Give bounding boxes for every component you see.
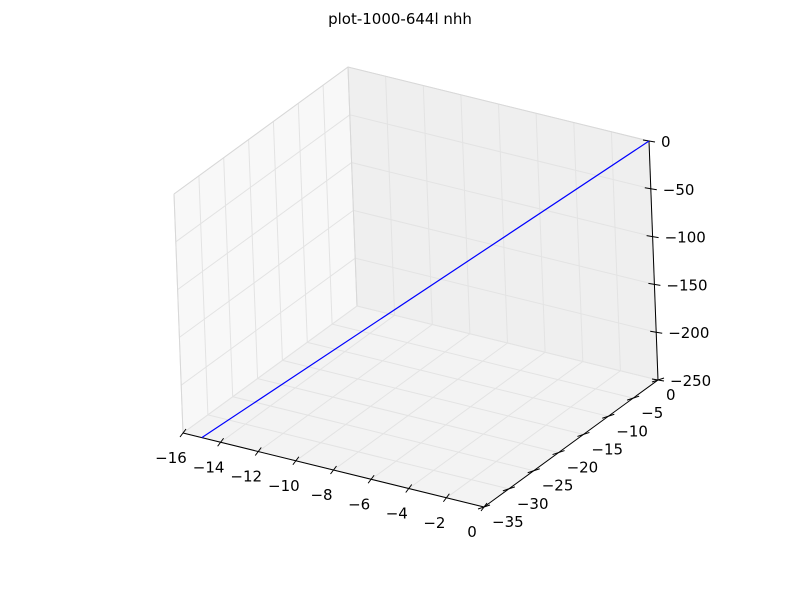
z-tick	[646, 235, 659, 239]
y-tick-label: −30	[517, 495, 549, 513]
y-tick-label: −20	[567, 459, 599, 477]
z-tick-label: −200	[668, 324, 709, 342]
y-tick	[477, 504, 491, 510]
y-tick-label: −10	[616, 422, 648, 440]
y-tick	[502, 486, 516, 492]
x-tick-label: −8	[310, 486, 332, 504]
x-tick-label: −14	[193, 458, 225, 476]
x-tick	[217, 437, 225, 447]
pane-edge-left	[173, 193, 184, 434]
axis-panes	[174, 67, 658, 507]
y-tick	[626, 395, 640, 401]
series-layer	[201, 140, 650, 439]
tick-labels: −16−14−12−10−8−6−4−20−35−30−25−20−15−10−…	[155, 133, 711, 541]
x-tick	[179, 428, 187, 438]
z-tick-label: 0	[661, 133, 671, 151]
y-tick	[552, 450, 565, 456]
series-line-0	[201, 140, 650, 439]
z-tick	[644, 187, 657, 191]
y-tick	[602, 413, 615, 419]
z-tick-label: −150	[666, 276, 707, 294]
x-tick-label: −16	[155, 449, 187, 467]
x-tick	[442, 493, 450, 503]
x-tick-label: −2	[423, 514, 445, 532]
x-tick	[292, 456, 300, 466]
x-tick	[330, 465, 337, 475]
z-tick	[648, 282, 661, 286]
z-tick-label: −250	[670, 372, 711, 390]
y-tick	[527, 468, 540, 474]
z-tick-label: −50	[663, 181, 695, 199]
x-tick	[405, 484, 413, 493]
z-tick	[651, 378, 665, 382]
x-tick-label: −10	[268, 477, 300, 495]
x-tick-label: −4	[386, 505, 408, 523]
x-tick-label: −12	[230, 468, 262, 486]
x-tick	[367, 474, 375, 484]
y-axis-line	[483, 379, 659, 508]
x-tick-label: −6	[348, 495, 370, 513]
y-tick	[577, 431, 590, 437]
chart-title: plot-1000-644l nhh	[328, 10, 472, 28]
y-tick-label: 0	[666, 386, 676, 404]
y-tick-label: −25	[542, 477, 574, 495]
pane-edge-back-corner	[347, 66, 358, 307]
z-axis-line	[648, 140, 659, 381]
z-tick-label: −100	[665, 229, 706, 247]
x-tick	[254, 447, 262, 456]
pane-left	[174, 67, 357, 433]
z-tick	[650, 330, 663, 334]
y-tick-label: −5	[641, 404, 663, 422]
x-tick-label: 0	[467, 523, 477, 541]
y-tick-label: −35	[492, 513, 524, 531]
y-tick-label: −15	[591, 440, 623, 458]
tick-marks	[179, 139, 665, 512]
